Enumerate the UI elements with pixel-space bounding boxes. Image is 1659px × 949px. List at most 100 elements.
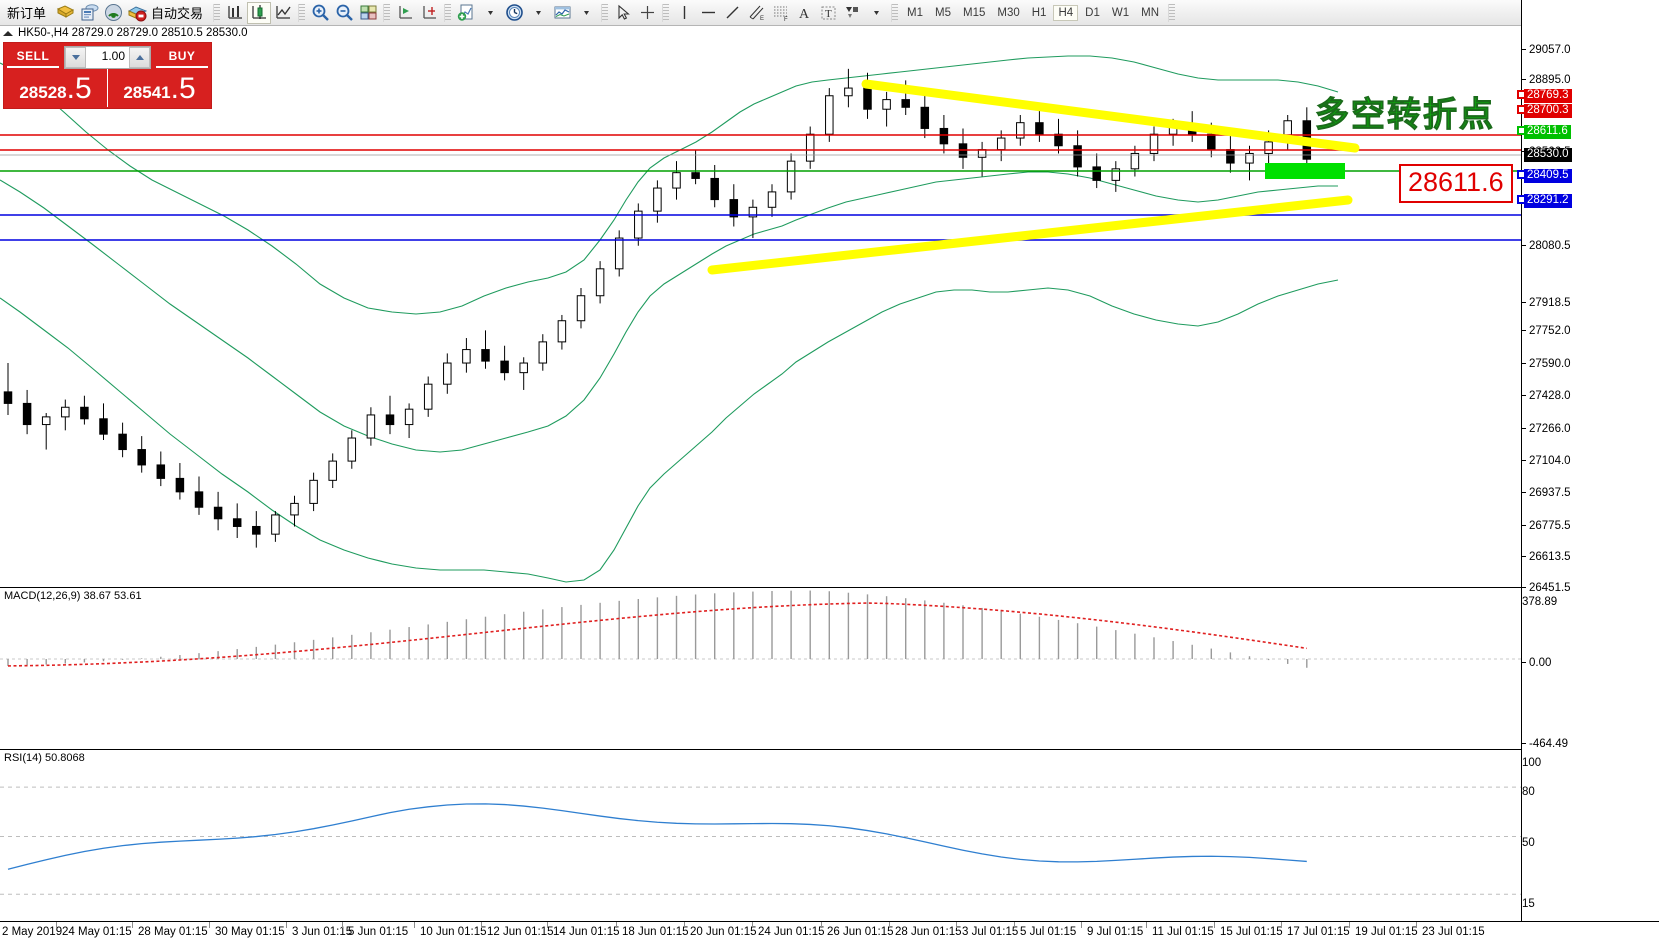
timeframe-m5[interactable]: M5 — [935, 6, 951, 19]
new-order-button[interactable]: 新订单 — [0, 1, 53, 24]
svg-text:E: E — [760, 16, 764, 22]
toolbar-separator — [383, 3, 391, 22]
new-chart-icon[interactable] — [454, 2, 478, 24]
volume-stepper[interactable]: 1.00 — [64, 45, 151, 69]
auto-trading-button[interactable]: 自动交易 — [125, 1, 210, 24]
rsi-pane[interactable]: RSI(14) 50.8068 — [0, 751, 1521, 921]
sell-button[interactable]: SELL — [7, 46, 59, 68]
time-tick-label: 19 Jul 01:15 — [1355, 926, 1418, 938]
price-badge-support-2[interactable]: 28291.2 — [1524, 194, 1572, 208]
trendline-icon[interactable] — [720, 2, 744, 24]
price-tick: 26775.5 — [1522, 520, 1571, 532]
timeframe-m15[interactable]: M15 — [963, 6, 986, 19]
rsi-tick: 100 — [1522, 757, 1541, 769]
price-scale[interactable]: 29057.0 28895.0 28566.5 28242.5 28080.5 … — [1517, 0, 1659, 921]
price-tick-label: 27266.0 — [1529, 423, 1571, 435]
sell-price-integer: 28528 — [19, 83, 67, 102]
candlestick-icon[interactable] — [247, 1, 272, 24]
time-tick-mark — [1014, 922, 1015, 928]
buy-price[interactable]: 28541 .5 — [108, 69, 211, 107]
signal-icon[interactable] — [101, 2, 125, 24]
chevron-down-icon[interactable] — [526, 2, 550, 24]
price-tick-label: 27104.0 — [1529, 455, 1571, 467]
time-tick-mark — [616, 922, 617, 928]
price-chart-pane[interactable]: 多空转折点 28611.6 — [0, 40, 1521, 588]
bar-chart-icon[interactable] — [223, 2, 247, 24]
time-scale[interactable]: 2 May 2019 24 May 01:15 28 May 01:15 30 May… — [0, 921, 1659, 949]
text-icon[interactable]: A — [792, 2, 816, 24]
one-click-trading-panel[interactable]: SELL 1.00 BUY 28528 .5 28541 .5 — [3, 42, 212, 109]
buy-price-fraction: .5 — [170, 72, 196, 105]
timeframe-w1[interactable]: W1 — [1111, 6, 1130, 19]
chevron-down-icon[interactable] — [478, 2, 502, 24]
equidistant-channel-icon[interactable]: E — [744, 2, 768, 24]
toolbar-separator — [662, 3, 670, 22]
cursor-icon[interactable] — [611, 2, 635, 24]
toolbar-separator — [444, 3, 452, 22]
price-tick: 26937.5 — [1522, 487, 1571, 499]
textlabel-icon[interactable]: T — [816, 2, 840, 24]
tile-windows-icon[interactable] — [356, 2, 380, 24]
price-badge-resistance-1[interactable]: 28769.3 — [1524, 89, 1572, 103]
time-tick-label: 11 Jul 01:15 — [1152, 926, 1214, 938]
time-tick-mark — [1349, 922, 1350, 928]
timeframe-h4[interactable]: H4 — [1053, 4, 1079, 21]
timeframe-d1[interactable]: D1 — [1085, 6, 1100, 19]
sell-price[interactable]: 28528 .5 — [4, 69, 107, 107]
crosshair-icon[interactable] — [635, 2, 659, 24]
chevron-down-icon[interactable] — [864, 2, 888, 24]
fibonacci-icon[interactable]: F — [768, 2, 792, 24]
time-tick-mark — [481, 922, 482, 928]
time-tick-label: 28 Jun 01:15 — [895, 926, 962, 938]
time-tick-label: 24 May 01:15 — [62, 926, 132, 938]
volume-increase-button[interactable] — [129, 46, 150, 68]
timeframe-mn[interactable]: MN — [1141, 6, 1159, 19]
price-tick-label: 27428.0 — [1529, 390, 1571, 402]
price-badge-current[interactable]: 28530.0 — [1524, 148, 1572, 162]
chart-macd-divider — [0, 587, 1521, 588]
rsi-tick: 80 — [1522, 786, 1535, 798]
price-badge-target[interactable]: 28611.6 — [1524, 125, 1571, 139]
price-tick: 28895.0 — [1522, 74, 1571, 86]
collapse-triangle-icon[interactable] — [3, 30, 13, 36]
time-tick-label: 9 Jul 01:15 — [1087, 926, 1144, 938]
price-callout-box: 28611.6 — [1399, 164, 1513, 203]
svg-text:T: T — [825, 8, 832, 20]
oct-divider — [107, 69, 108, 107]
vline-icon[interactable] — [672, 2, 696, 24]
chevron-down-icon[interactable] — [574, 2, 598, 24]
shift-end-icon[interactable] — [417, 2, 441, 24]
volume-input[interactable]: 1.00 — [86, 46, 129, 68]
macd-tick: -464.49 — [1522, 738, 1568, 750]
timeframe-m1[interactable]: M1 — [907, 6, 924, 19]
zoom-out-icon[interactable] — [332, 2, 356, 24]
buy-price-integer: 28541 — [123, 83, 171, 102]
price-tick: 27590.0 — [1522, 358, 1571, 370]
period-clock-icon[interactable] — [502, 2, 526, 24]
price-badge-resistance-2[interactable]: 28700.3 — [1524, 104, 1572, 118]
time-tick-mark — [547, 922, 548, 928]
folder-icon[interactable] — [53, 2, 77, 24]
buy-button[interactable]: BUY — [156, 46, 208, 68]
hline-icon[interactable] — [696, 2, 720, 24]
bollinger-middle-band — [0, 171, 1338, 453]
zoom-in-icon[interactable] — [308, 2, 332, 24]
time-tick-mark — [1416, 922, 1417, 928]
time-tick-mark — [132, 922, 133, 928]
macd-pane[interactable]: MACD(12,26,9) 38.67 53.61 — [0, 589, 1521, 749]
time-tick-mark — [1214, 922, 1215, 928]
price-badge-support-1[interactable]: 28409.5 — [1524, 169, 1572, 183]
shift-start-icon[interactable] — [393, 2, 417, 24]
cloud-news-icon[interactable] — [77, 2, 101, 24]
time-tick-mark — [414, 922, 415, 928]
volume-decrease-button[interactable] — [65, 46, 86, 68]
time-tick-label: 23 Jul 01:15 — [1422, 926, 1485, 938]
price-tick: 28080.5 — [1522, 240, 1571, 252]
indicators-icon[interactable] — [550, 2, 574, 24]
timeframe-m30[interactable]: M30 — [997, 6, 1020, 19]
one-click-trading-panel-wrap: SELL 1.00 BUY 28528 .5 28541 .5 — [3, 42, 212, 109]
timeframe-h1[interactable]: H1 — [1031, 6, 1047, 19]
level-markers — [1517, 90, 1526, 204]
shapes-icon[interactable] — [840, 2, 864, 24]
line-chart-icon[interactable] — [271, 2, 295, 24]
